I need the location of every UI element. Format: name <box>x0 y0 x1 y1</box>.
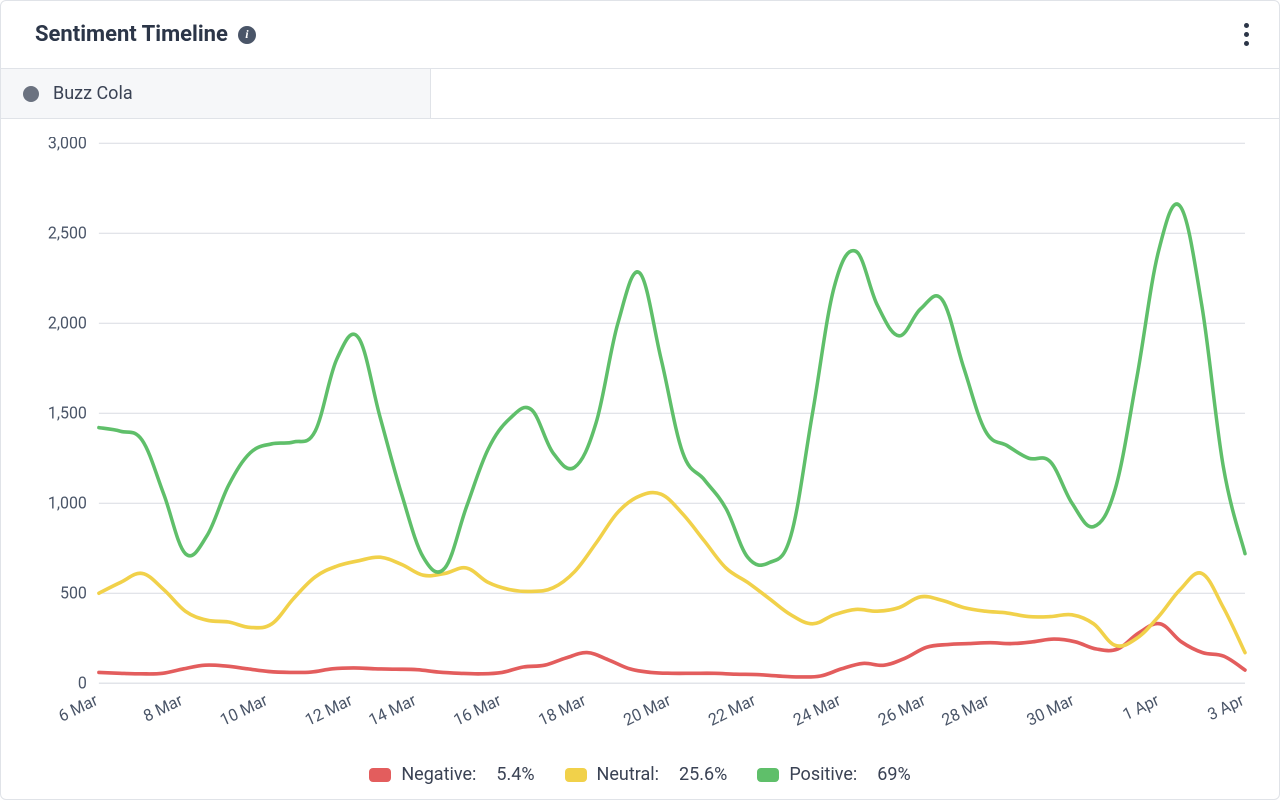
legend-label: Neutral: <box>597 764 659 785</box>
tab-dot-icon <box>23 86 39 102</box>
chart-legend: Negative: 5.4% Neutral: 25.6% Positive: 69% <box>1 756 1279 799</box>
svg-text:3 Apr: 3 Apr <box>1205 690 1247 724</box>
legend-swatch <box>757 768 779 782</box>
series-positive <box>99 204 1245 572</box>
svg-text:10 Mar: 10 Mar <box>217 690 271 730</box>
legend-item[interactable]: Positive: 69% <box>757 764 910 785</box>
svg-text:2,000: 2,000 <box>48 313 87 332</box>
sentiment-timeline-card: Sentiment Timeline i Buzz Cola 0 500 1,000… <box>0 0 1280 800</box>
svg-text:1,000: 1,000 <box>48 493 87 512</box>
svg-text:1 Apr: 1 Apr <box>1120 690 1162 724</box>
legend-item[interactable]: Neutral: 25.6% <box>565 764 728 785</box>
svg-text:2,500: 2,500 <box>48 223 87 242</box>
svg-text:22 Mar: 22 Mar <box>705 690 759 730</box>
svg-text:28 Mar: 28 Mar <box>939 690 993 730</box>
line-chart: 0 500 1,000 1,500 2,000 2,500 3,000 6 Mar 8 Mar 1… <box>21 137 1259 752</box>
tab-label: Buzz Cola <box>53 83 133 104</box>
legend-swatch <box>369 768 391 782</box>
chart-area: 0 500 1,000 1,500 2,000 2,500 3,000 6 Mar 8 Mar 1… <box>1 119 1279 756</box>
svg-text:18 Mar: 18 Mar <box>536 690 590 730</box>
more-options-button[interactable] <box>1238 17 1255 52</box>
svg-text:0: 0 <box>78 673 87 692</box>
legend-label: Positive: <box>789 764 857 785</box>
tab-bar: Buzz Cola <box>1 68 1279 119</box>
card-title: Sentiment Timeline <box>35 22 228 47</box>
legend-value: 69% <box>877 764 910 785</box>
svg-text:16 Mar: 16 Mar <box>451 690 505 730</box>
legend-swatch <box>565 768 587 782</box>
header-left: Sentiment Timeline i <box>35 22 256 47</box>
svg-text:6 Mar: 6 Mar <box>56 690 101 726</box>
svg-text:14 Mar: 14 Mar <box>366 690 420 730</box>
info-icon[interactable]: i <box>238 26 256 44</box>
svg-text:1,500: 1,500 <box>48 403 87 422</box>
tab-buzz-cola[interactable]: Buzz Cola <box>1 69 431 118</box>
legend-value: 25.6% <box>679 764 727 785</box>
legend-value: 5.4% <box>496 764 534 785</box>
svg-text:26 Mar: 26 Mar <box>875 690 929 730</box>
legend-item[interactable]: Negative: 5.4% <box>369 764 534 785</box>
svg-text:12 Mar: 12 Mar <box>302 690 356 730</box>
svg-text:8 Mar: 8 Mar <box>140 690 185 726</box>
svg-text:20 Mar: 20 Mar <box>621 690 675 730</box>
svg-text:3,000: 3,000 <box>48 137 87 153</box>
series-neutral <box>99 493 1245 653</box>
legend-label: Negative: <box>401 764 476 785</box>
card-header: Sentiment Timeline i <box>1 1 1279 68</box>
svg-text:30 Mar: 30 Mar <box>1024 690 1078 730</box>
svg-text:24 Mar: 24 Mar <box>790 690 844 730</box>
svg-text:500: 500 <box>60 583 87 602</box>
series-negative <box>99 624 1245 677</box>
